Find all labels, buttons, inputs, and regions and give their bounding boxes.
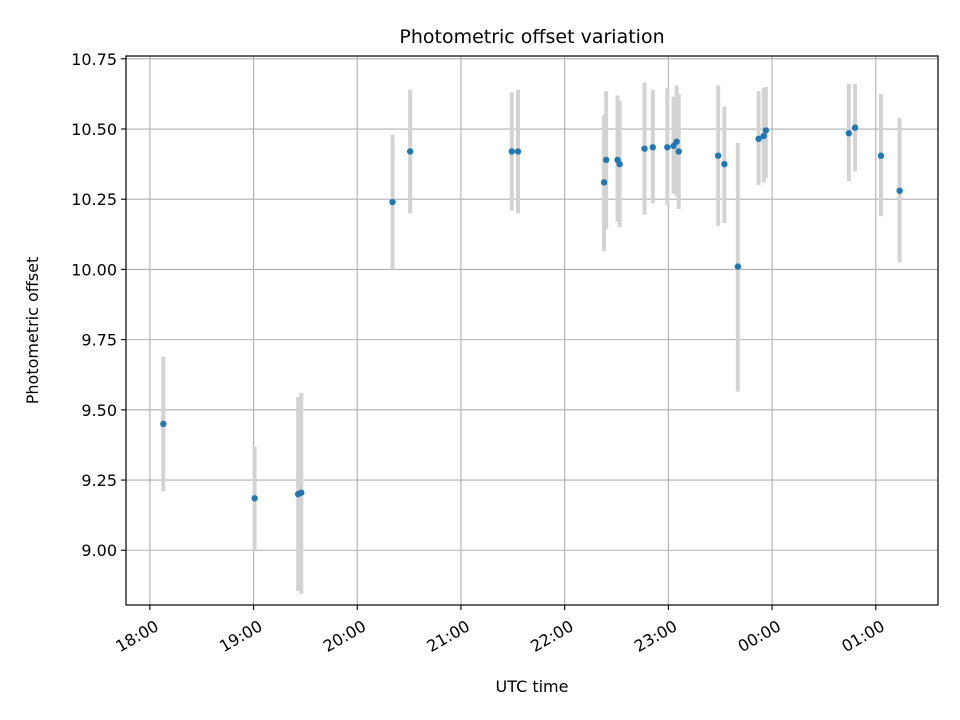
data-point	[675, 148, 682, 155]
data-point	[616, 160, 623, 168]
y-tick-label: 9.25	[81, 471, 117, 490]
x-tick-label: 01:00	[838, 616, 887, 656]
x-tick-label: 23:00	[631, 616, 680, 656]
y-tick-label: 10.25	[71, 190, 117, 209]
data-point	[406, 148, 414, 155]
data-point	[721, 160, 728, 168]
y-tick-label: 10.00	[71, 260, 117, 279]
data-point	[851, 124, 859, 131]
plot-frame	[125, 55, 939, 606]
y-tick-label: 9.75	[81, 331, 117, 350]
y-tick-label: 9.00	[81, 541, 117, 560]
x-tick-label: 21:00	[424, 616, 473, 656]
data-point	[508, 148, 515, 155]
x-tick-label: 18:00	[112, 616, 161, 656]
data-point	[734, 263, 742, 270]
error-bars	[161, 82, 902, 594]
data-point	[664, 144, 671, 151]
data-point	[251, 495, 258, 502]
data-point	[755, 135, 762, 143]
data-point	[896, 187, 903, 194]
chart-title: Photometric offset variation	[399, 26, 664, 48]
data-point	[600, 179, 608, 186]
data-point	[389, 198, 396, 206]
y-tick-label: 10.50	[71, 120, 117, 139]
data-point	[714, 152, 722, 159]
x-tick-label: 22:00	[527, 616, 576, 656]
data-point	[602, 156, 610, 164]
data-point	[877, 152, 885, 159]
data-point	[514, 148, 522, 155]
y-tick-label: 10.75	[71, 50, 117, 69]
grid	[126, 56, 938, 605]
data-points	[160, 124, 903, 502]
data-point	[762, 127, 770, 134]
x-tick-label: 20:00	[320, 616, 369, 656]
data-point	[160, 420, 167, 428]
x-tick-label: 00:00	[735, 616, 784, 656]
data-point	[673, 138, 680, 145]
data-point	[649, 144, 657, 151]
y-axis-label: Photometric offset	[23, 257, 42, 405]
data-point	[641, 145, 648, 152]
x-axis-label: UTC time	[496, 677, 569, 696]
y-tick-label: 9.50	[81, 401, 117, 420]
data-point	[845, 130, 853, 137]
data-point	[298, 489, 305, 496]
data-point	[760, 132, 767, 140]
x-tick-label: 19:00	[216, 616, 265, 656]
